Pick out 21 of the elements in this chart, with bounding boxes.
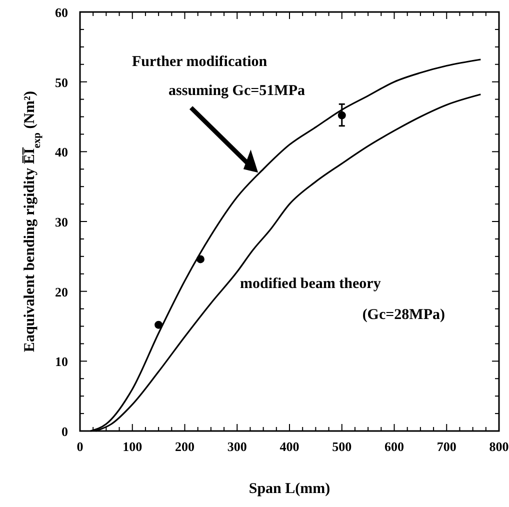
y-tick-label: 30 bbox=[55, 214, 68, 230]
y-tick-label: 60 bbox=[55, 5, 68, 20]
y-tick-label: 50 bbox=[55, 74, 68, 90]
y-tick-label: 10 bbox=[55, 354, 68, 370]
annotation: assuming Gc=51MPa bbox=[168, 83, 306, 99]
annotation: Further modification bbox=[132, 54, 268, 70]
y-tick-label: 20 bbox=[55, 284, 68, 300]
x-tick-label: 500 bbox=[332, 439, 352, 454]
annotation: modified beam theory bbox=[240, 276, 382, 292]
x-tick-label: 400 bbox=[280, 439, 300, 454]
x-tick-label: 700 bbox=[436, 439, 456, 454]
y-tick-label: 40 bbox=[55, 144, 68, 160]
x-axis-title: Span L(mm) bbox=[248, 481, 330, 497]
x-tick-label: 800 bbox=[489, 439, 509, 454]
y-tick-label: 0 bbox=[62, 424, 68, 439]
x-tick-label: 100 bbox=[122, 439, 142, 454]
x-tick-label: 600 bbox=[384, 439, 404, 454]
x-tick-label: 0 bbox=[76, 439, 84, 454]
x-tick-label: 200 bbox=[175, 439, 194, 454]
x-tick-label: 300 bbox=[227, 439, 247, 454]
annotation: (Gc=28MPa) bbox=[362, 307, 445, 323]
